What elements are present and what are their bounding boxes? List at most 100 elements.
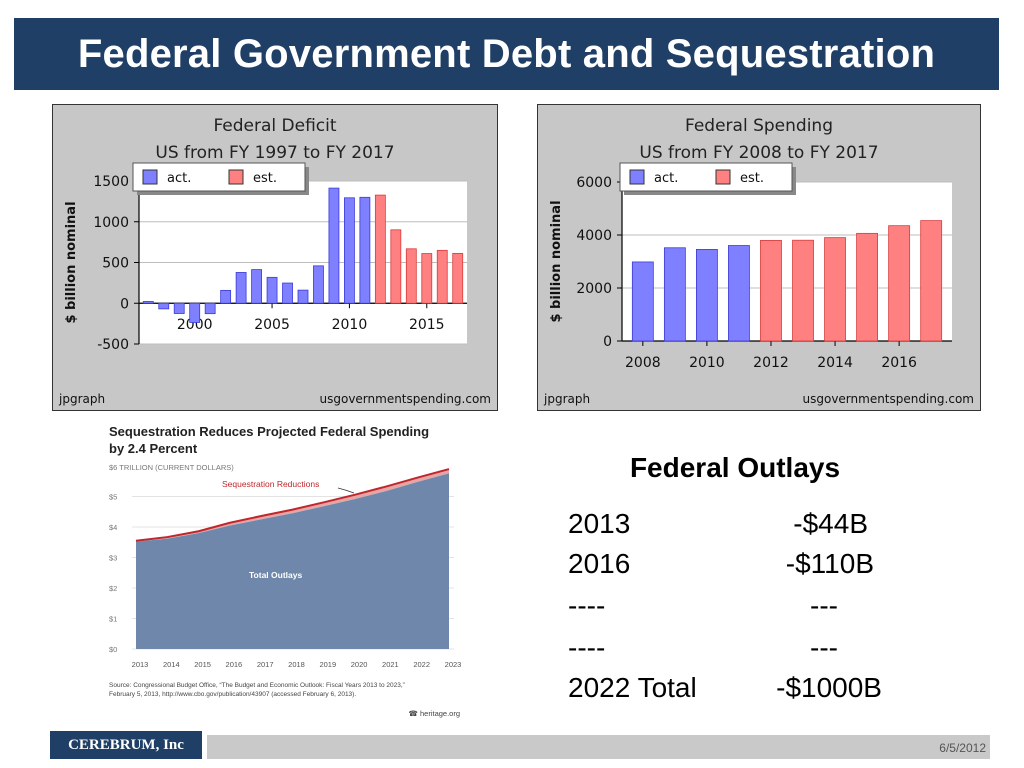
x-tick-label: 2021 — [382, 660, 399, 669]
y-tick-label: 1000 — [93, 215, 129, 231]
federal-deficit-svg: Federal Deficit US from FY 1997 to FY 201… — [58, 116, 492, 406]
y-tick-label: 0 — [120, 296, 129, 312]
x-tick-label: 2016 — [881, 355, 917, 371]
federal-spending-svg: Federal Spending US from FY 2008 to FY 20… — [543, 116, 975, 406]
bar — [856, 232, 878, 342]
y-tick-label: 1500 — [93, 174, 129, 190]
y-axis-label: $ billion nominal — [64, 201, 79, 323]
series-label: Total Outlays — [249, 570, 302, 580]
total-outlays-area — [136, 473, 449, 649]
outlay-amount: --- — [810, 632, 838, 663]
footer-date: 6/5/2012 — [939, 741, 986, 755]
bar — [313, 265, 324, 304]
y-tick-label: $1 — [109, 615, 117, 624]
bar — [920, 220, 943, 342]
y-tick-label: -500 — [97, 337, 129, 353]
bar — [663, 247, 686, 342]
sequestration-line — [135, 468, 450, 542]
outlay-year: 2013 — [568, 508, 631, 539]
bar — [235, 272, 247, 304]
legend-label: est. — [740, 171, 764, 186]
series-label-pointer — [337, 487, 355, 494]
y-tick-label: 4000 — [576, 228, 612, 244]
bar — [282, 282, 293, 304]
bar — [158, 302, 170, 310]
outlay-row: ---- --- — [568, 632, 928, 672]
y-tick-label: $5 — [109, 493, 117, 502]
bar — [328, 187, 340, 304]
slide-title: Federal Government Debt and Sequestratio… — [14, 18, 999, 90]
x-tick-label: 2020 — [351, 660, 368, 669]
x-tick-label: 2010 — [332, 317, 368, 333]
x-tick-label: 2023 — [445, 660, 462, 669]
x-tick-label: 2022 — [413, 660, 430, 669]
y-axis-label: $6 TRILLION (CURRENT DOLLARS) — [109, 463, 234, 472]
bar — [189, 302, 201, 323]
series-label: Sequestration Reductions — [222, 479, 319, 489]
bar — [631, 261, 654, 342]
outlay-row: 2016 -$110B — [568, 548, 928, 588]
outlay-year: 2022 Total — [568, 672, 697, 703]
bar — [728, 245, 750, 342]
y-tick-label: 500 — [102, 256, 129, 272]
outlay-year: ---- — [568, 632, 606, 663]
chart-subtitle: US from FY 1997 to FY 2017 — [155, 143, 394, 163]
credit-left: jpgraph — [58, 392, 105, 406]
outlay-amount: --- — [810, 590, 838, 621]
bar — [204, 302, 216, 315]
bar — [696, 249, 718, 342]
bar — [452, 252, 464, 304]
x-tick-label: 2018 — [288, 660, 305, 669]
chart-source: February 5, 2013, http://www.cbo.gov/pub… — [109, 691, 356, 698]
x-tick-label: 2012 — [753, 355, 789, 371]
outlay-year: ---- — [568, 590, 606, 621]
legend-swatch — [629, 169, 645, 185]
federal-deficit-chart: Federal Deficit US from FY 1997 to FY 201… — [52, 104, 498, 411]
x-tick-label: 2019 — [319, 660, 336, 669]
y-tick-label: 0 — [603, 334, 612, 350]
outlay-amount: -$110B — [785, 548, 874, 579]
x-tick-label: 2005 — [254, 317, 290, 333]
x-tick-label: 2017 — [257, 660, 274, 669]
bar — [173, 302, 185, 314]
sequestration-svg: Sequestration Reduces Projected Federal … — [109, 424, 462, 718]
chart-title: Federal Spending — [685, 116, 833, 136]
y-tick-label: $2 — [109, 584, 117, 593]
y-axis-label: $ billion nominal — [549, 200, 564, 322]
x-tick-label: 2015 — [409, 317, 445, 333]
bar — [142, 301, 154, 304]
chart-title: Sequestration Reduces Projected Federal … — [109, 424, 429, 439]
bar — [344, 197, 355, 304]
bar — [266, 276, 278, 304]
outlay-row: ---- --- — [568, 590, 928, 630]
legend-swatch — [142, 169, 158, 185]
credit-right: usgovernmentspending.com — [803, 392, 975, 406]
y-tick-label: $0 — [109, 645, 117, 654]
chart-title: by 2.4 Percent — [109, 441, 198, 456]
outlay-amount: -$44B — [793, 508, 868, 539]
legend-label: act. — [167, 171, 191, 186]
x-tick-label: 2016 — [226, 660, 243, 669]
outlay-row: 2022 Total -$1000B — [568, 672, 928, 712]
y-tick-label: $3 — [109, 554, 117, 563]
x-tick-label: 2010 — [689, 355, 725, 371]
bar — [421, 253, 433, 304]
bar — [792, 239, 814, 342]
bar — [251, 269, 262, 304]
x-tick-label: 2000 — [177, 317, 213, 333]
legend-label: act. — [654, 171, 678, 186]
bar — [390, 229, 402, 304]
x-tick-label: 2014 — [163, 660, 180, 669]
sequestration-chart: Sequestration Reduces Projected Federal … — [104, 420, 464, 720]
bar — [888, 225, 911, 342]
outlay-amount: -$1000B — [776, 672, 882, 703]
y-tick-label: 2000 — [576, 281, 612, 297]
bar — [405, 248, 417, 304]
legend-label: est. — [253, 171, 277, 186]
chart-title: Federal Deficit — [213, 116, 336, 136]
bar — [374, 194, 386, 304]
bar — [220, 289, 232, 304]
outlay-year: 2016 — [568, 548, 631, 579]
y-tick-label: 6000 — [576, 175, 612, 191]
credit-right: usgovernmentspending.com — [320, 392, 492, 406]
